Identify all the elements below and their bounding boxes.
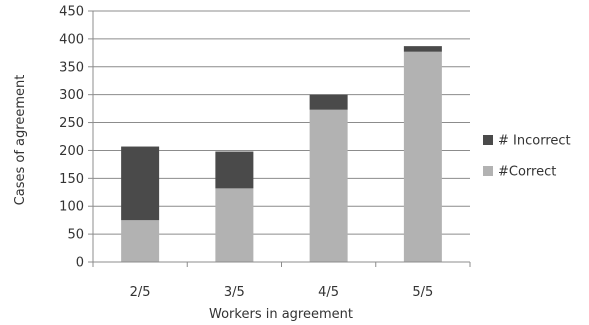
bar-incorrect-4 xyxy=(403,46,442,52)
x-tick-label: 3/5 xyxy=(224,285,245,300)
y-tick-label: 400 xyxy=(59,32,84,47)
y-tick-label: 350 xyxy=(59,60,84,75)
x-tick-label: 2/5 xyxy=(130,285,151,300)
bar-incorrect-2 xyxy=(215,151,254,189)
tick-labels: 0 50 100 150 200 250 300 350 400 450 2/5 3/5 4/5 5/5 xyxy=(59,5,433,301)
legend-label-correct: #Correct xyxy=(498,165,556,180)
bars xyxy=(121,46,442,263)
legend-swatch-incorrect xyxy=(483,135,493,145)
y-tick-label: 450 xyxy=(59,5,84,20)
bar-correct-1 xyxy=(121,220,160,262)
y-tick-label: 200 xyxy=(59,144,84,159)
legend-swatch-correct xyxy=(483,166,493,176)
legend: # Incorrect #Correct xyxy=(483,134,571,180)
legend-label-incorrect: # Incorrect xyxy=(498,134,571,149)
y-tick-label: 0 xyxy=(76,256,84,271)
axes xyxy=(88,10,471,267)
bar-incorrect-3 xyxy=(309,94,348,110)
x-tick-label: 5/5 xyxy=(412,285,433,300)
y-tick-label: 50 xyxy=(67,228,84,243)
bar-correct-4 xyxy=(403,51,442,263)
bar-incorrect-1 xyxy=(121,146,160,221)
bar-correct-3 xyxy=(309,109,348,262)
x-tick-label: 4/5 xyxy=(318,285,339,300)
y-tick-label: 150 xyxy=(59,172,84,187)
y-tick-label: 100 xyxy=(59,200,84,215)
bar-correct-2 xyxy=(215,188,254,262)
y-axis-title: Cases of agreement xyxy=(13,75,28,206)
y-tick-label: 300 xyxy=(59,88,84,103)
y-tick-label: 250 xyxy=(59,116,84,131)
x-axis-title: Workers in agreement xyxy=(209,307,353,322)
